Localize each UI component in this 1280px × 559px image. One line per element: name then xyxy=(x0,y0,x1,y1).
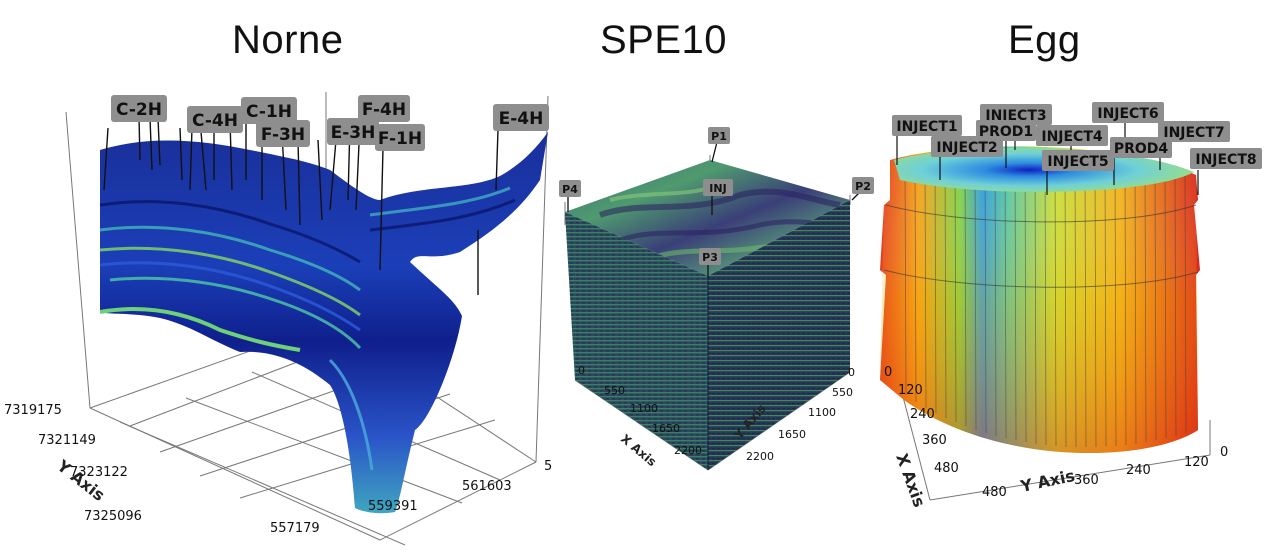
svg-text:C-1H: C-1H xyxy=(246,102,292,122)
egg-well-tag: INJECT4 xyxy=(1036,125,1108,146)
spe10-y-tick: 1100 xyxy=(808,406,836,419)
norne-well-tag: E-3H xyxy=(327,118,379,145)
norne-well-tag: F-3H xyxy=(256,120,310,147)
egg-title: Egg xyxy=(1008,18,1081,62)
svg-text:P1: P1 xyxy=(711,130,727,143)
egg-bottom-tick: 480 xyxy=(982,485,1007,500)
svg-text:INJECT2: INJECT2 xyxy=(936,140,997,156)
norne-well-tag: F-1H xyxy=(375,124,425,151)
egg-left-tick: 480 xyxy=(934,461,959,476)
norne-y-axis-label: Y Axis xyxy=(53,456,109,505)
svg-text:F-1H: F-1H xyxy=(378,129,422,149)
spe10-y-tick: 2200 xyxy=(746,450,774,463)
spe10-well-sticks xyxy=(567,141,863,278)
svg-text:INJECT1: INJECT1 xyxy=(896,119,957,135)
norne-well-tag: C-4H xyxy=(187,106,243,133)
svg-text:P4: P4 xyxy=(562,183,578,196)
spe10-well-tag: P2 xyxy=(852,177,874,194)
norne-x-tick: 557179 xyxy=(270,521,320,536)
egg-panel: INJECT1 INJECT2 INJECT3 PROD1 INJECT4 IN… xyxy=(880,102,1262,510)
svg-text:F-4H: F-4H xyxy=(362,100,406,120)
norne-well-sticks xyxy=(103,117,499,295)
egg-left-tick: 0 xyxy=(884,365,892,380)
norne-well-tag: F-4H xyxy=(358,95,410,122)
egg-layer-rings xyxy=(883,204,1199,288)
norne-z-tick: 5 xyxy=(544,459,552,474)
norne-y-tick: 7321149 xyxy=(38,433,96,448)
svg-text:INJECT7: INJECT7 xyxy=(1163,125,1224,141)
spe10-front-face xyxy=(565,212,708,470)
spe10-y-tick: 550 xyxy=(832,386,853,399)
spe10-title: SPE10 xyxy=(600,18,728,62)
egg-well-tag: INJECT5 xyxy=(1042,150,1114,171)
egg-well-tag: PROD1 xyxy=(976,120,1036,141)
spe10-z-tick: 0 xyxy=(578,364,585,377)
egg-bottom-tick: 240 xyxy=(1126,463,1151,478)
norne-layer-stripes xyxy=(99,186,516,471)
egg-x-axis-label: X Axis xyxy=(892,451,929,510)
svg-text:C-2H: C-2H xyxy=(116,100,162,120)
egg-well-tag: PROD4 xyxy=(1110,137,1172,158)
egg-well-tag: INJECT6 xyxy=(1092,102,1164,123)
spe10-well-labels: P1 P2 P3 P4 INJ xyxy=(559,127,874,265)
spe10-panel: P1 P2 P3 P4 INJ 550 1100 1650 2200 X A xyxy=(559,127,874,471)
egg-well-tag: INJECT2 xyxy=(931,136,1003,157)
svg-text:INJ: INJ xyxy=(709,182,726,195)
spe10-top-face xyxy=(565,160,850,276)
svg-text:PROD1: PROD1 xyxy=(979,124,1033,140)
egg-well-tag: INJECT1 xyxy=(892,115,962,136)
spe10-y-tick: 0 xyxy=(848,366,855,379)
norne-x-tick: 559391 xyxy=(368,499,418,514)
spe10-x-axis-label: X Axis xyxy=(618,432,659,470)
spe10-well-tag: P3 xyxy=(699,248,721,265)
norne-x-tick: 561603 xyxy=(462,479,512,494)
norne-y-tick: 7325096 xyxy=(84,509,142,524)
egg-left-tick: 240 xyxy=(910,407,935,422)
svg-text:INJECT6: INJECT6 xyxy=(1097,106,1158,122)
norne-well-labels: C-2H C-4H C-1H F-3H E-3H F-4H xyxy=(111,95,549,151)
svg-text:INJECT5: INJECT5 xyxy=(1047,154,1108,170)
egg-left-tick: 360 xyxy=(922,433,947,448)
egg-bottom-tick: 360 xyxy=(1074,473,1099,488)
spe10-x-tick: 2200 xyxy=(674,444,702,457)
egg-bottom-tick: 120 xyxy=(1184,455,1209,470)
spe10-side-face xyxy=(708,200,850,470)
egg-grid-lines xyxy=(904,156,1187,448)
spe10-y-tick: 1650 xyxy=(778,428,806,441)
egg-y-axis-label: Y Axis xyxy=(1018,466,1077,496)
norne-panel: C-2H C-4H C-1H F-3H E-3H F-4H xyxy=(4,92,552,546)
svg-text:INJECT4: INJECT4 xyxy=(1041,129,1103,145)
egg-well-tag: INJECT7 xyxy=(1158,121,1230,142)
egg-right-tick: 0 xyxy=(1220,445,1228,460)
norne-well-tag: E-4H xyxy=(493,104,549,131)
svg-text:PROD4: PROD4 xyxy=(1114,141,1169,157)
norne-title: Norne xyxy=(232,18,344,62)
spe10-x-tick: 550 xyxy=(604,384,625,397)
svg-text:P3: P3 xyxy=(702,251,718,264)
svg-text:P2: P2 xyxy=(855,180,871,193)
norne-well-tag: C-1H xyxy=(241,97,297,124)
egg-well-tag: INJECT8 xyxy=(1190,148,1262,169)
norne-well-tag: C-2H xyxy=(111,95,167,122)
spe10-x-tick: 1100 xyxy=(630,402,658,415)
spe10-x-tick: 1650 xyxy=(652,422,680,435)
svg-text:E-3H: E-3H xyxy=(331,123,376,143)
spe10-well-tag: P1 xyxy=(708,127,730,144)
egg-left-tick: 120 xyxy=(898,383,923,398)
norne-bottom-edge xyxy=(99,307,301,352)
norne-y-tick: 7319175 xyxy=(4,403,62,418)
svg-text:INJECT8: INJECT8 xyxy=(1195,152,1256,168)
norne-y-tick: 7323122 xyxy=(70,465,128,480)
svg-text:F-3H: F-3H xyxy=(261,125,305,145)
svg-text:E-4H: E-4H xyxy=(499,109,544,129)
egg-well-labels: INJECT1 INJECT2 INJECT3 PROD1 INJECT4 IN… xyxy=(892,102,1262,171)
spe10-well-tag: P4 xyxy=(559,180,581,197)
spe10-well-tag: INJ xyxy=(703,179,733,196)
svg-text:C-4H: C-4H xyxy=(192,111,238,131)
